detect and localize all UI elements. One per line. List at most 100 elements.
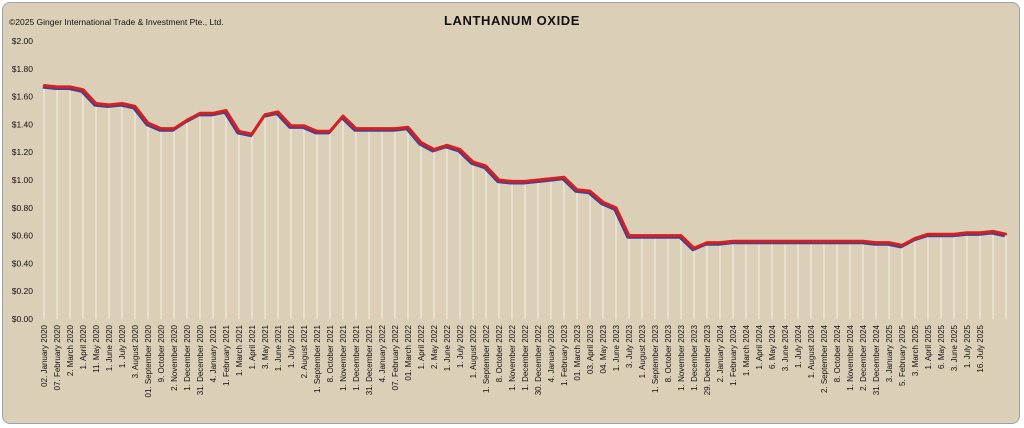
y-tick-label: $1.40 [12, 119, 34, 129]
x-tick-label: 1. June 2020 [105, 324, 114, 371]
data-point [731, 239, 735, 243]
data-point [640, 234, 644, 237]
x-tick-label: 1. November 2023 [677, 324, 686, 390]
data-point [744, 239, 748, 243]
series-shadow [42, 85, 1006, 252]
data-point [471, 160, 475, 164]
x-tick-label: 1. April 2024 [755, 324, 764, 369]
y-tick-label: $1.80 [12, 64, 34, 74]
x-tick-label: 1. June 2021 [274, 324, 283, 371]
y-tick-label: $1.00 [12, 175, 34, 185]
data-point [939, 233, 943, 236]
data-point [692, 246, 696, 250]
data-point [653, 234, 657, 237]
x-tick-label: 07. February 2020 [53, 324, 62, 390]
data-point [562, 176, 566, 179]
x-tick-label: 3. May 2021 [261, 324, 270, 369]
data-point [549, 177, 553, 180]
data-point [796, 239, 800, 243]
x-tick-label: 6. May 2025 [937, 324, 946, 369]
x-tick-label: 3. June 2024 [781, 324, 790, 371]
x-tick-label: 1. August 2023 [638, 324, 647, 378]
x-tick-label: 03. April 2023 [586, 324, 595, 373]
x-tick-label: 1. July 2022 [456, 324, 465, 368]
data-point [341, 114, 345, 118]
x-tick-label: 1. March 2024 [742, 324, 751, 376]
x-tick-label: 2. December 2024 [859, 324, 868, 390]
data-point [42, 84, 46, 87]
data-point [952, 233, 956, 236]
data-point [237, 130, 241, 133]
data-point [55, 85, 59, 89]
data-point [406, 125, 410, 129]
data-point [81, 88, 85, 91]
data-point [250, 132, 254, 136]
y-tick-label: $2.00 [12, 36, 34, 46]
data-point [198, 112, 202, 115]
x-tick-label: 07. February 2022 [391, 324, 400, 390]
data-point [679, 234, 683, 237]
data-point [874, 241, 878, 244]
y-tick-label: $0.00 [12, 314, 34, 324]
data-point [588, 189, 592, 193]
y-tick-label: $0.20 [12, 286, 34, 296]
x-tick-label: 2. May 2022 [430, 324, 439, 369]
x-tick-label: 4. January 2022 [378, 324, 387, 382]
data-point [393, 127, 397, 130]
data-point [926, 233, 930, 236]
data-point [705, 241, 709, 244]
x-tick-label: 1. April 2025 [924, 324, 933, 369]
data-point [380, 127, 384, 130]
x-tick-label: 4. January 2021 [209, 324, 218, 382]
data-point [120, 102, 124, 105]
x-tick-label: 1. June 2022 [443, 324, 452, 371]
x-tick-label: 1. September 2021 [313, 324, 322, 393]
x-tick-label: 6. May 2024 [768, 324, 777, 369]
data-point [211, 112, 215, 115]
x-tick-label: 02. January 2020 [40, 324, 49, 386]
data-point [302, 124, 306, 127]
y-axis: $0.00 $0.20 $0.40 $0.60 $0.80 $1.00 $1.20 $1.40… [12, 36, 34, 324]
x-tick-label: 3. August 2020 [131, 324, 140, 378]
data-point [94, 102, 98, 105]
data-point [68, 85, 72, 89]
data-point [185, 119, 189, 122]
x-tick-label: 1. June 2023 [612, 324, 621, 371]
data-point [458, 148, 462, 151]
data-point [146, 121, 150, 125]
x-tick-label: 31. December 2021 [365, 324, 374, 395]
y-tick-label: $1.20 [12, 147, 34, 157]
data-point [1004, 233, 1008, 236]
x-tick-label: 1. December 2023 [690, 324, 699, 390]
data-point [835, 239, 839, 243]
x-tick-label: 1. August 2024 [807, 324, 816, 378]
data-point [289, 124, 293, 127]
x-tick-label: 1. November 2024 [846, 324, 855, 390]
x-tick-label: 2. November 2020 [170, 324, 179, 390]
y-tick-label: $0.40 [12, 258, 34, 268]
data-point [445, 144, 449, 147]
data-point [159, 127, 163, 130]
x-tick-label: 2. March 2020 [66, 324, 75, 376]
x-tick-label: 30. December 2022 [534, 324, 543, 395]
data-point [224, 109, 228, 112]
data-point [315, 130, 319, 133]
x-tick-label: 8. October 2024 [833, 324, 842, 382]
data-point [965, 231, 969, 235]
data-point [276, 110, 280, 114]
x-tick-label: 1. September 2023 [651, 324, 660, 393]
data-point [510, 180, 514, 183]
line-chart: $0.00 $0.20 $0.40 $0.60 $0.80 $1.00 $1.20 $1.40… [12, 36, 1008, 398]
x-tick-label: 8. October 2022 [495, 324, 504, 382]
x-tick-label: 1. July 2025 [963, 324, 972, 368]
data-point [133, 105, 137, 108]
data-point [978, 231, 982, 235]
y-tick-label: $0.60 [12, 231, 34, 241]
x-tick-label: 1. December 2021 [352, 324, 361, 390]
x-tick-label: 29. December 2023 [703, 324, 712, 395]
x-tick-label: 1. March 2021 [235, 324, 244, 376]
data-point [809, 239, 813, 243]
x-tick-label: 5. February 2025 [898, 324, 907, 385]
x-tick-label: 1. July 2020 [118, 324, 127, 368]
data-point [575, 188, 579, 191]
